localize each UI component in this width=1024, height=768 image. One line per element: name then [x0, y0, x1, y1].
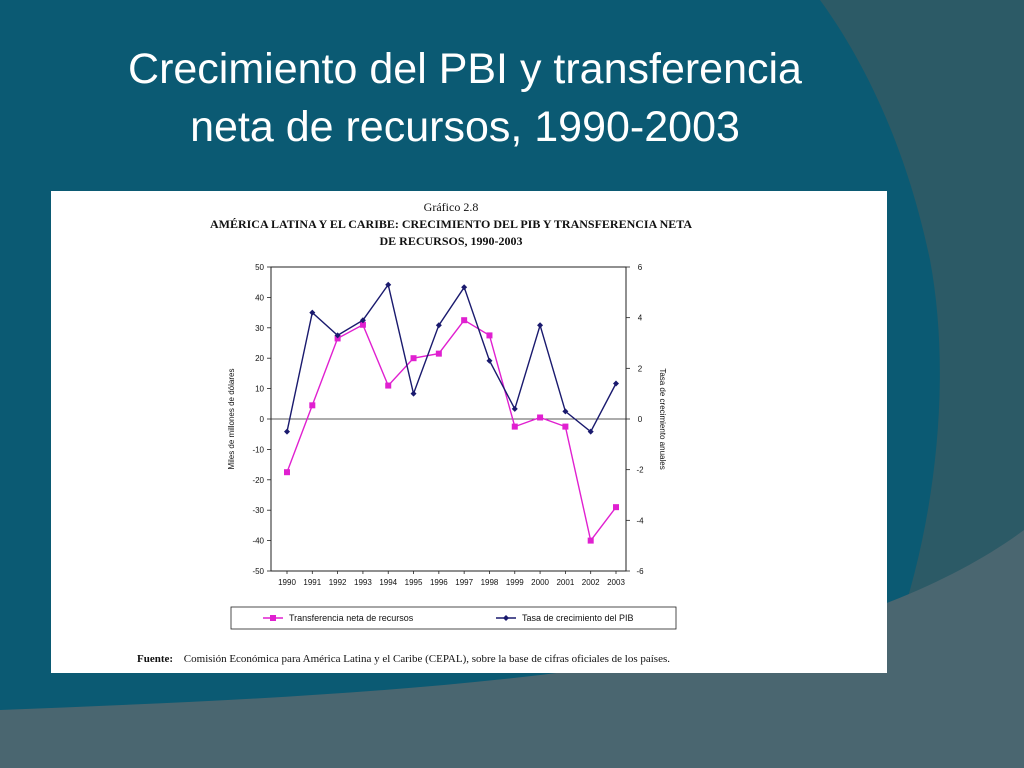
chart-source: Fuente: Comisión Económica para América … — [137, 653, 670, 665]
y-tick-label-left: -40 — [252, 537, 264, 546]
point-transfer — [511, 423, 518, 430]
legend-label-growth: Tasa de crecimiento del PIB — [522, 613, 634, 623]
chart-title-line1: AMÉRICA LATINA Y EL CARIBE: CRECIMIENTO … — [210, 217, 692, 231]
point-transfer — [461, 317, 468, 324]
point-transfer — [334, 335, 341, 342]
y-tick-label-left: 20 — [255, 354, 264, 363]
x-tick-label: 1999 — [506, 578, 524, 587]
point-growth — [385, 281, 392, 288]
point-growth — [486, 357, 493, 364]
point-growth — [435, 322, 442, 329]
y-tick-label-left: -30 — [252, 506, 264, 515]
y-axis-label-right: Tasa de crecimiento anuales — [658, 368, 667, 469]
point-growth — [309, 309, 316, 316]
point-transfer — [562, 423, 569, 430]
legend-marker-transfer — [270, 615, 276, 621]
slide-title-line2: neta de recursos, 1990-2003 — [190, 103, 740, 151]
x-tick-label: 1992 — [329, 578, 347, 587]
point-transfer — [587, 537, 594, 544]
point-growth — [511, 405, 518, 412]
y-tick-label-right: -6 — [636, 567, 644, 576]
legend-box — [230, 606, 677, 630]
point-growth — [537, 322, 544, 329]
x-tick-label: 1993 — [354, 578, 372, 587]
point-transfer — [435, 350, 442, 357]
point-transfer — [385, 382, 392, 389]
slide-title-line1: Crecimiento del PBI y transferencia — [128, 45, 802, 93]
chart-source-label: Fuente: — [137, 653, 173, 665]
slide-title: Crecimiento del PBI y transferencia neta… — [40, 40, 890, 156]
point-growth — [613, 380, 619, 387]
chart: Gráfico 2.8 AMÉRICA LATINA Y EL CARIBE: … — [137, 200, 692, 665]
series-line-growth — [286, 283, 617, 433]
point-transfer — [284, 469, 290, 476]
y-tick-label-right: 2 — [638, 364, 643, 373]
y-tick-label-left: 0 — [260, 415, 265, 424]
point-transfer — [410, 355, 417, 362]
y-tick-label-right: 6 — [638, 263, 643, 272]
point-growth — [359, 317, 366, 324]
y-tick-label-left: 50 — [255, 263, 264, 272]
x-tick-label: 2000 — [531, 578, 549, 587]
chart-figure-label: Gráfico 2.8 — [424, 200, 479, 214]
y-axis-label-left: Miles de millones de dólares — [227, 369, 236, 470]
point-growth — [461, 284, 468, 291]
x-tick-label: 1995 — [405, 578, 423, 587]
point-transfer — [359, 321, 366, 328]
legend-label-transfer: Transferencia neta de recursos — [289, 613, 414, 623]
x-tick-label: 1998 — [481, 578, 499, 587]
y-tick-label-left: -20 — [252, 476, 264, 485]
x-tick-label: 1991 — [303, 578, 321, 587]
point-growth — [587, 428, 594, 435]
point-growth — [562, 408, 569, 415]
x-tick-label: 2002 — [582, 578, 600, 587]
y-tick-label-right: -2 — [636, 466, 644, 475]
point-growth — [410, 390, 417, 397]
point-growth — [284, 428, 290, 435]
legend-marker-growth — [503, 615, 509, 621]
y-tick-label-left: -50 — [252, 567, 264, 576]
chart-source-text: Comisión Económica para América Latina y… — [184, 653, 670, 665]
chart-title-line2: DE RECURSOS, 1990-2003 — [379, 234, 522, 248]
y-tick-label-left: -10 — [252, 445, 264, 454]
point-transfer — [309, 402, 316, 409]
chart-figure: Gráfico 2.8 AMÉRICA LATINA Y EL CARIBE: … — [51, 191, 887, 673]
x-tick-label: 2003 — [607, 578, 625, 587]
y-tick-label-left: 10 — [255, 385, 264, 394]
point-transfer — [537, 414, 544, 421]
x-tick-label: 1996 — [430, 578, 448, 587]
y-tick-label-right: -4 — [636, 516, 644, 525]
x-tick-label: 1994 — [379, 578, 397, 587]
point-transfer — [613, 504, 619, 511]
point-growth — [334, 332, 341, 339]
point-transfer — [486, 332, 493, 339]
x-tick-label: 1997 — [455, 578, 473, 587]
y-tick-label-right: 4 — [638, 314, 643, 323]
y-tick-label-left: 30 — [255, 324, 264, 333]
background-curve-gray — [0, 530, 1024, 768]
x-tick-label: 2001 — [556, 578, 574, 587]
y-tick-label-right: 0 — [638, 415, 643, 424]
series-line-transfer — [286, 319, 617, 543]
y-tick-label-left: 40 — [255, 293, 264, 302]
x-tick-label: 1990 — [278, 578, 296, 587]
